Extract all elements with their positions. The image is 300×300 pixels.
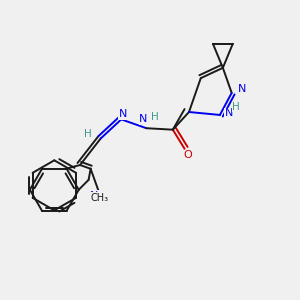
Text: H: H — [232, 102, 240, 112]
Text: N: N — [90, 191, 99, 201]
Text: N: N — [225, 109, 233, 118]
Text: CH₃: CH₃ — [90, 193, 109, 202]
Text: N: N — [238, 84, 246, 94]
Text: N: N — [139, 114, 148, 124]
Text: N: N — [118, 110, 127, 119]
Text: O: O — [183, 150, 192, 160]
Text: H: H — [101, 195, 109, 206]
Text: H: H — [151, 112, 159, 122]
Text: H: H — [83, 129, 91, 139]
